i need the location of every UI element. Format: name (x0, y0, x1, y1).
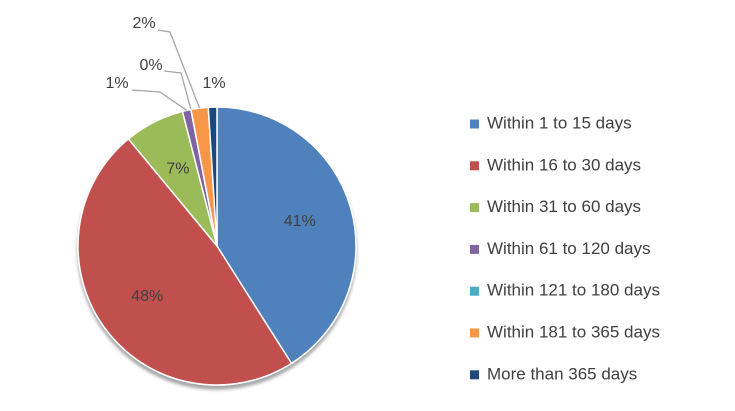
data-label: 1% (202, 75, 225, 92)
data-label: 0% (139, 57, 162, 74)
legend-label: More than 365 days (487, 364, 637, 383)
data-label: 48% (131, 288, 163, 305)
data-label: 1% (105, 75, 128, 92)
pie-slice (207, 106, 218, 247)
legend-label: Within 16 to 30 days (487, 155, 641, 174)
legend-swatch (470, 328, 479, 338)
legend-label: Within 121 to 180 days (487, 281, 660, 300)
legend-swatch (470, 370, 479, 380)
legend-label: Within 61 to 120 days (487, 239, 650, 258)
pie-slice (77, 137, 293, 386)
legend-swatch (470, 286, 479, 296)
legend-swatch (470, 203, 479, 213)
leader-line (163, 70, 192, 110)
pie (77, 106, 357, 386)
legend: Within 1 to 15 days Within 16 to 30 days W… (470, 113, 660, 383)
legend-swatch (470, 119, 479, 129)
leader-line (157, 29, 201, 109)
legend-label: Within 1 to 15 days (487, 113, 632, 132)
data-label: 41% (284, 213, 316, 230)
leader-line (131, 89, 188, 111)
pie-slice (216, 106, 357, 365)
legend-swatch (470, 161, 479, 171)
legend-label: Within 31 to 60 days (487, 197, 641, 216)
data-label: 2% (132, 15, 155, 32)
labels: 41% 48% 7% 1% 0% 2% 1% (105, 15, 315, 305)
legend-swatch (470, 244, 479, 254)
legend-label: Within 181 to 365 days (487, 322, 660, 341)
data-label: 7% (166, 160, 189, 177)
